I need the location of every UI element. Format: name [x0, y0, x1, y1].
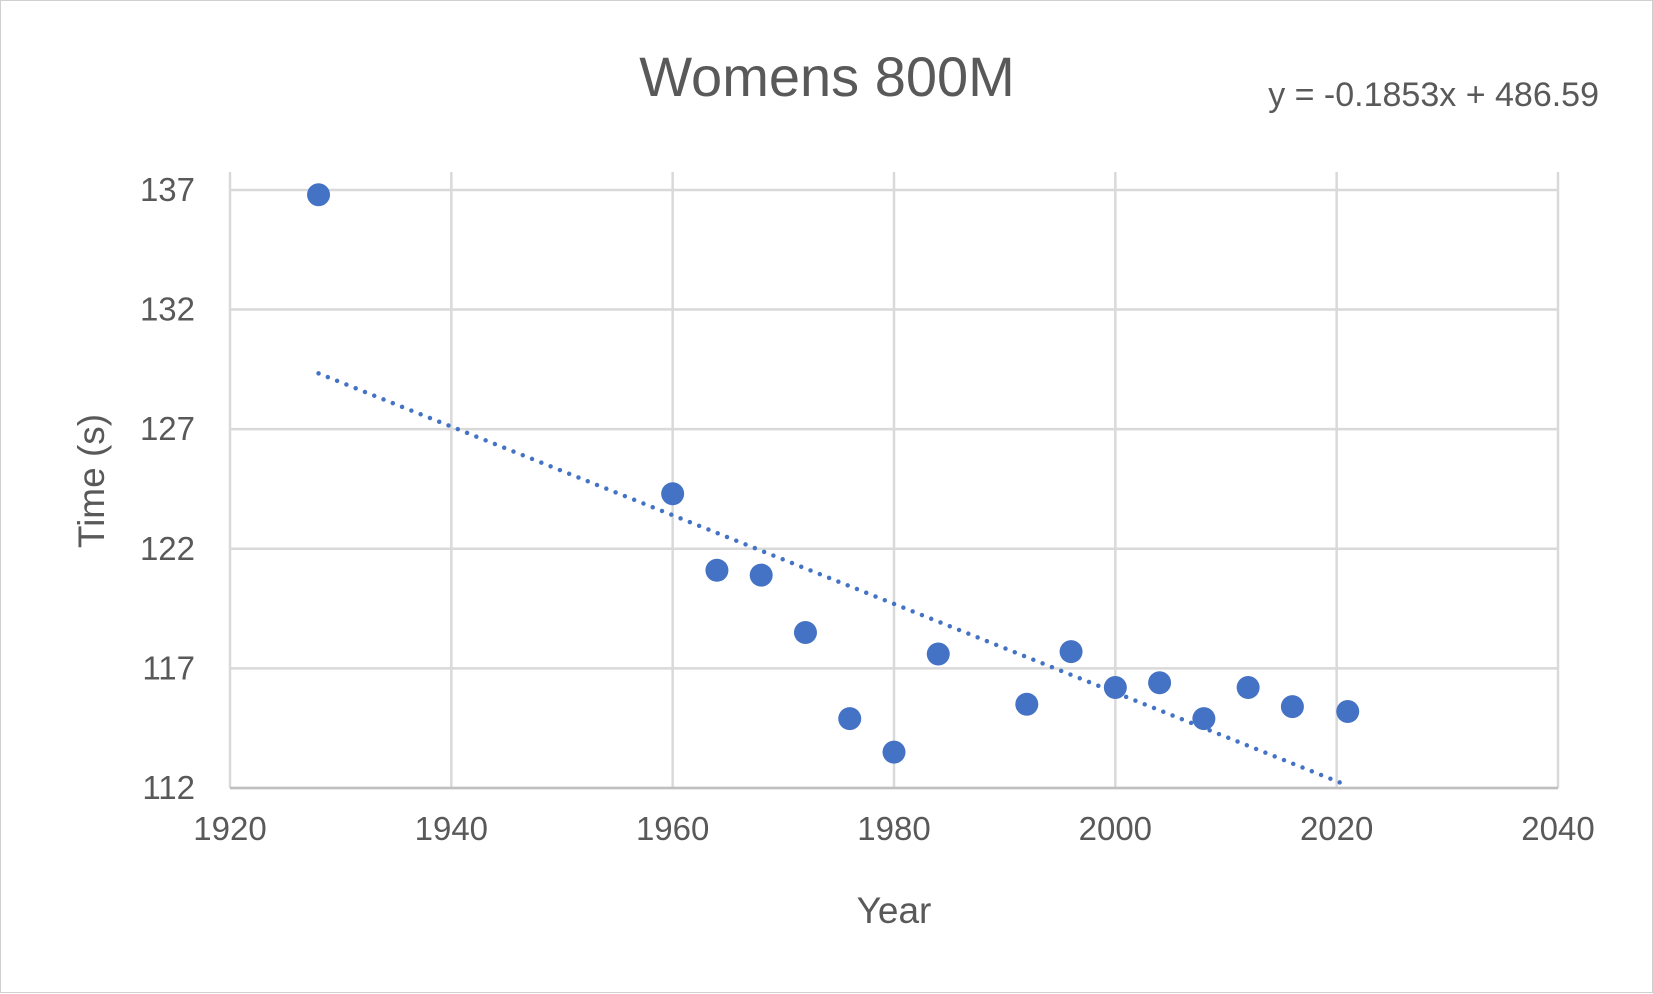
x-tick-label: 2020	[1300, 810, 1373, 847]
data-point	[1103, 676, 1127, 700]
x-tick-label: 1980	[857, 810, 930, 847]
chart-title: Womens 800M	[639, 45, 1015, 108]
y-tick-label: 112	[142, 769, 195, 806]
data-point	[793, 621, 817, 645]
trendline	[316, 371, 1350, 788]
data-point	[307, 183, 331, 207]
data-point	[1148, 671, 1172, 695]
trendline-equation-label: y = -0.1853x + 486.59	[1268, 76, 1599, 114]
y-tick-label: 127	[140, 410, 195, 447]
data-point	[705, 558, 729, 582]
x-tick-label: 2040	[1521, 810, 1594, 847]
data-point	[1280, 695, 1304, 719]
x-tick-label: 2000	[1079, 810, 1152, 847]
y-axis-title: Time (s)	[71, 414, 112, 548]
data-point	[749, 563, 773, 587]
y-tick-label: 132	[140, 291, 195, 328]
gridlines	[228, 172, 1560, 790]
data-point	[882, 740, 906, 764]
tick-labels: 1920 1940 1960 1980 2000 2020 2040 112 117 122 127…	[140, 171, 1595, 847]
data-point	[1059, 640, 1083, 664]
x-tick-label: 1960	[636, 810, 709, 847]
y-tick-label: 137	[140, 171, 195, 208]
data-point	[1336, 699, 1360, 723]
y-tick-label: 122	[140, 530, 195, 567]
x-tick-label: 1940	[415, 810, 488, 847]
data-point	[1192, 707, 1216, 731]
x-axis-title: Year	[857, 890, 932, 931]
data-point	[661, 482, 685, 506]
y-tick-label: 117	[142, 649, 195, 686]
data-point	[1236, 676, 1260, 700]
data-points	[307, 183, 1360, 764]
trendline-group	[316, 371, 1350, 788]
x-tick-label: 1920	[193, 810, 266, 847]
data-point	[1015, 692, 1039, 716]
data-point	[926, 642, 950, 666]
data-point	[838, 707, 862, 731]
